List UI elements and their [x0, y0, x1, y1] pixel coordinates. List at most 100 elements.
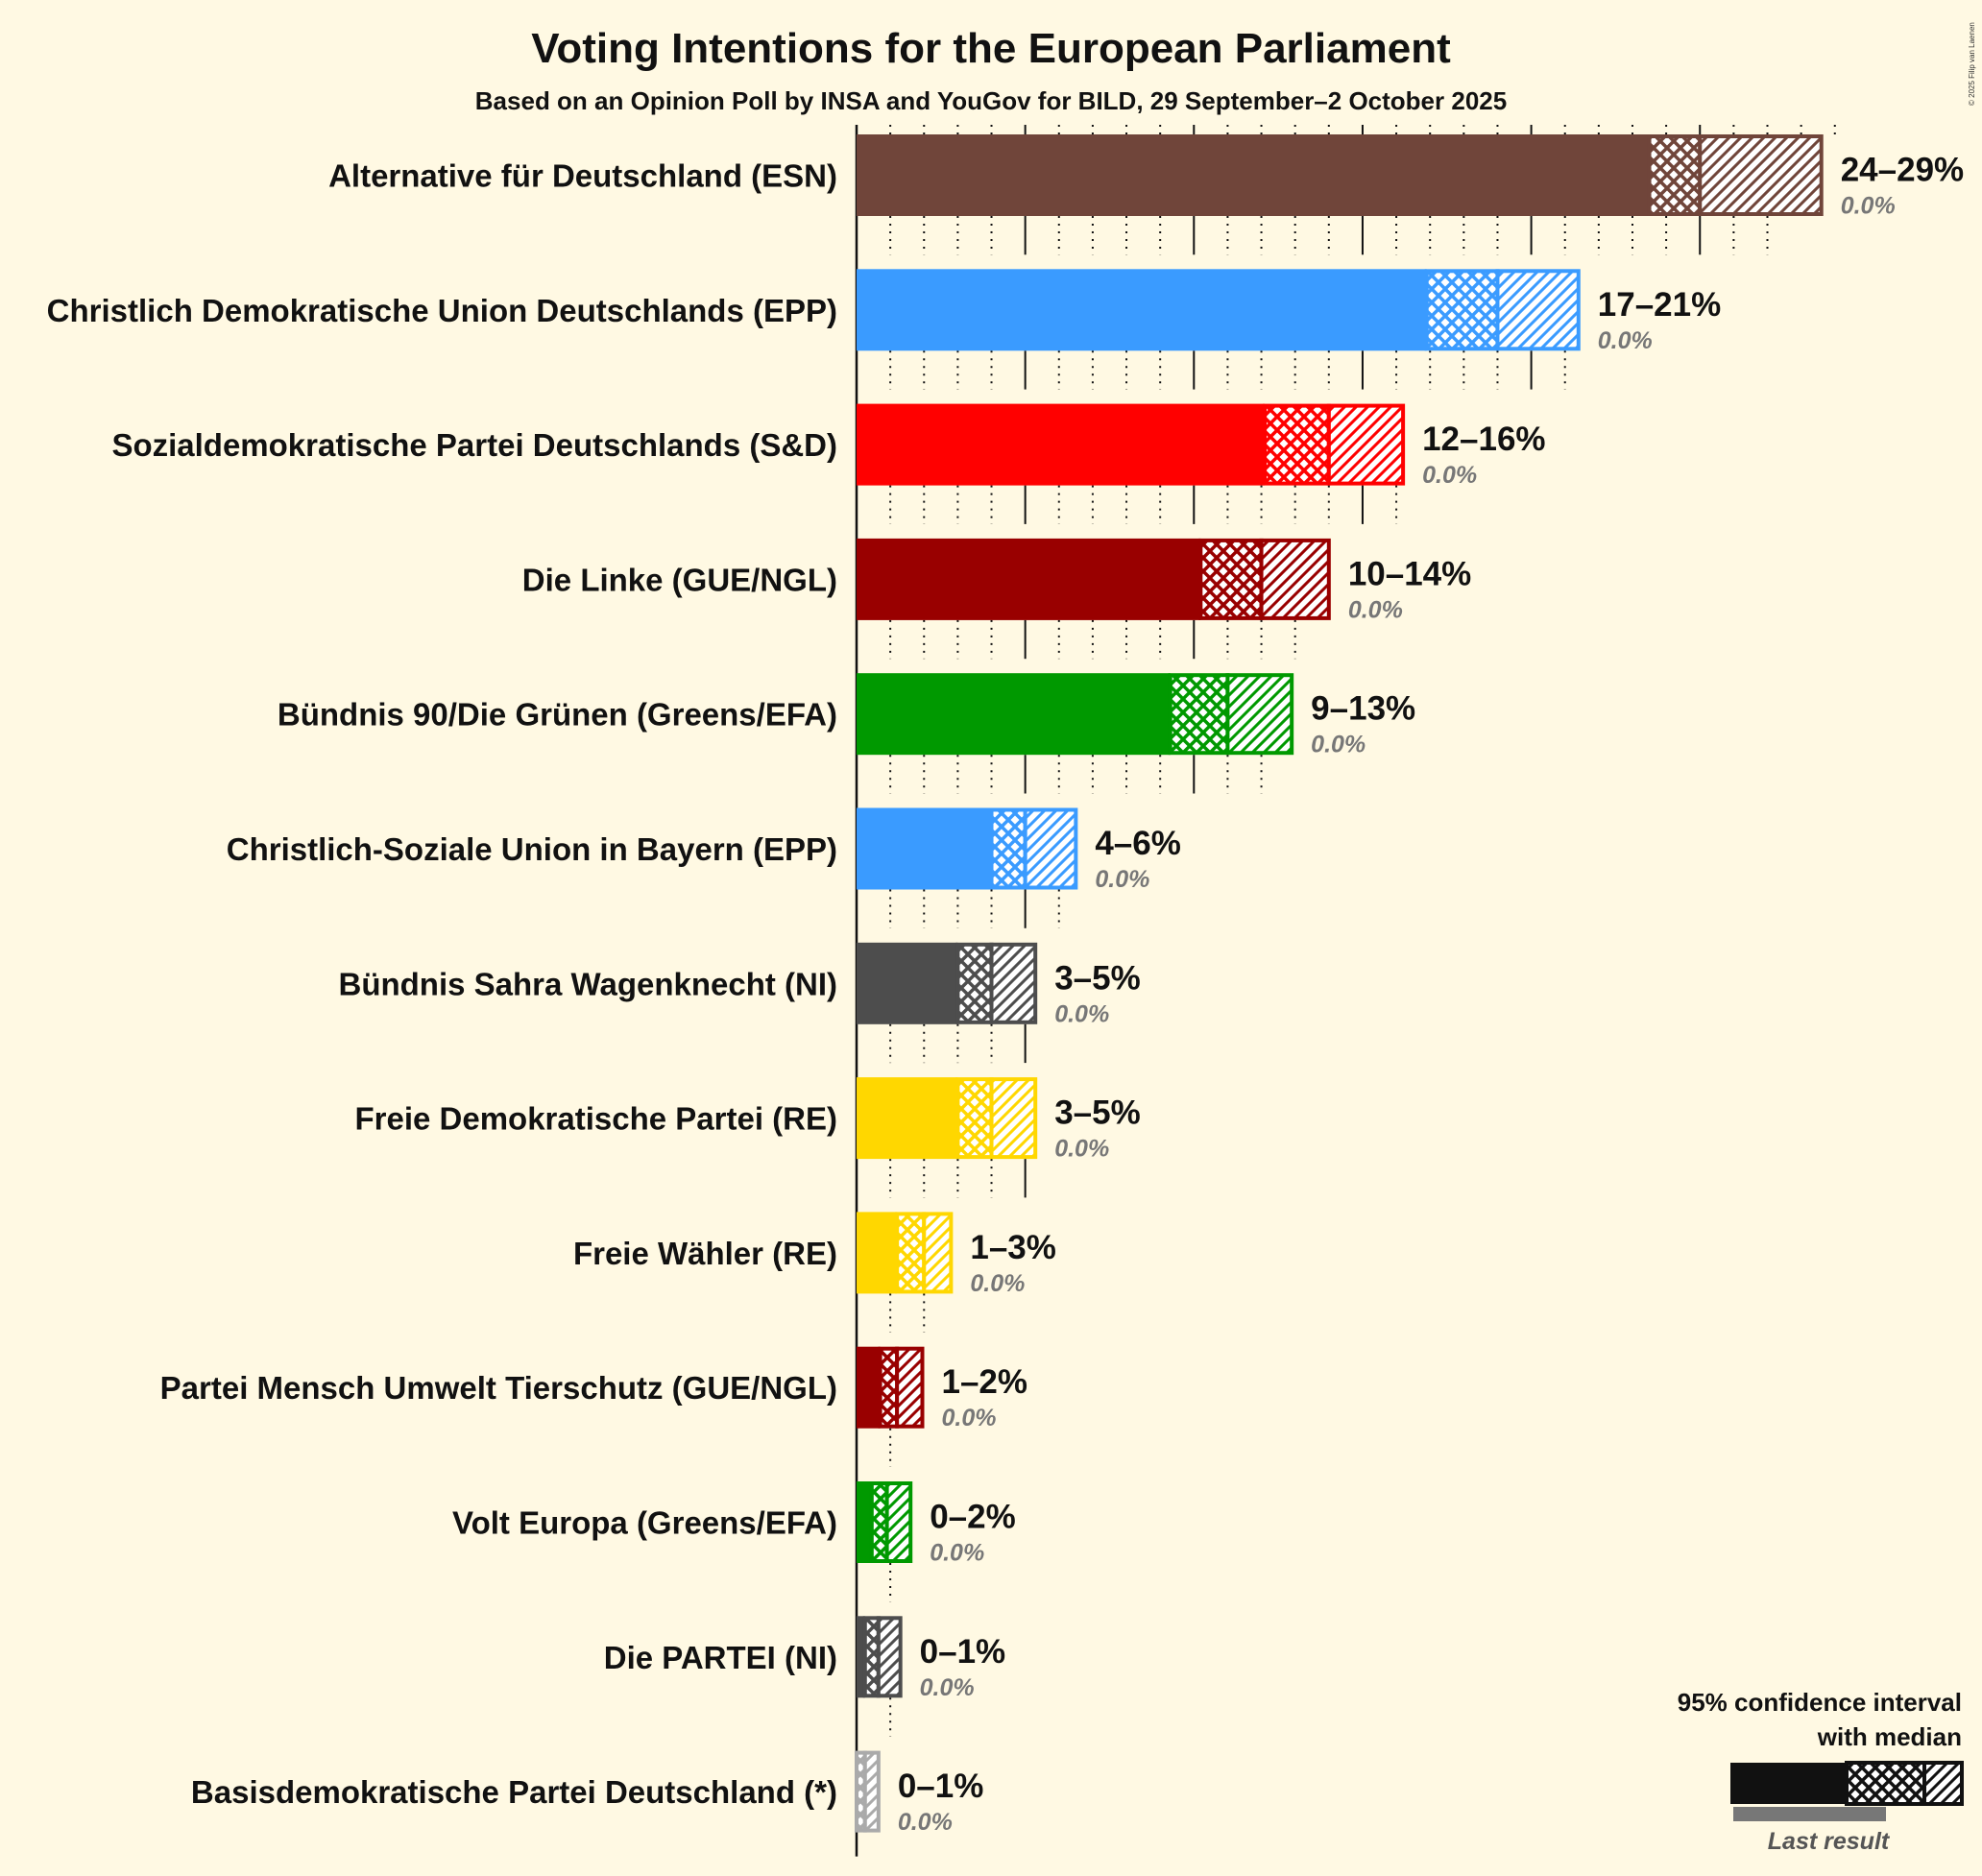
legend-last-result-swatch [1733, 1807, 1886, 1821]
bar-ci-median-to-upper [876, 1616, 903, 1698]
range-label: 12–16% [1422, 421, 1545, 458]
last-result-label: 0.0% [1054, 1000, 1109, 1027]
bar-ci-median-to-upper [989, 942, 1038, 1024]
range-label: 10–14% [1348, 555, 1471, 592]
party-row: Sozialdemokratische Partei Deutschlands … [111, 403, 1546, 489]
range-label: 9–13% [1311, 690, 1415, 728]
bar-ci-median-to-upper [1023, 807, 1078, 890]
bar-ci-lower-to-median [869, 1481, 889, 1563]
bar-ci-lower-to-median [862, 1616, 881, 1698]
last-result-label: 0.0% [1598, 327, 1653, 354]
party-label: Alternative für Deutschland (ESN) [328, 158, 837, 194]
bar-ci-median-to-upper [895, 1346, 925, 1429]
party-row: Bündnis 90/Die Grünen (Greens/EFA) 9–13% 0… [278, 673, 1415, 758]
bar-ci-median-to-upper [1225, 673, 1294, 756]
bar-lower-bound [857, 134, 1650, 216]
copyright-note: © 2025 Filip van Laenen [1968, 22, 1976, 106]
bar-ci-median-to-upper [862, 1750, 881, 1833]
bar-lower-bound [857, 942, 958, 1024]
legend-title-line2: with median [1817, 1722, 1962, 1751]
bar-lower-bound [857, 403, 1266, 486]
party-row: Christlich Demokratische Union Deutschla… [47, 269, 1721, 354]
party-label: Christlich-Soziale Union in Bayern (EPP) [227, 831, 837, 867]
bars-layer: Alternative für Deutschland (ESN) 24–29% 0… [47, 134, 1964, 1836]
party-row: Die PARTEI (NI) 0–1% 0.0% [604, 1616, 1005, 1701]
bar-lower-bound [857, 1077, 958, 1160]
range-label: 3–5% [1054, 1094, 1141, 1132]
party-label: Die Linke (GUE/NGL) [522, 562, 837, 597]
bar-ci-lower-to-median [955, 1077, 994, 1160]
last-result-label: 0.0% [1311, 732, 1366, 758]
last-result-label: 0.0% [1348, 596, 1403, 623]
party-row: Freie Demokratische Partei (RE) 3–5% 0.0% [354, 1077, 1141, 1163]
bar-ci-lower-to-median [955, 942, 994, 1024]
chart-title: Voting Intentions for the European Parli… [531, 25, 1451, 72]
chart-subtitle: Based on an Opinion Poll by INSA and You… [475, 86, 1507, 115]
bar-lower-bound [857, 269, 1427, 351]
bar-lower-bound [857, 673, 1171, 756]
party-label: Bündnis 90/Die Grünen (Greens/EFA) [278, 697, 837, 733]
bar-ci-lower-to-median [989, 807, 1027, 890]
range-label: 0–1% [898, 1768, 984, 1805]
legend-hatch-swatch [1922, 1761, 1964, 1806]
party-row: Bündnis Sahra Wagenknecht (NI) 3–5% 0.0% [339, 942, 1141, 1027]
bar-ci-median-to-upper [1495, 269, 1581, 351]
range-label: 1–2% [942, 1363, 1028, 1401]
party-row: Freie Wähler (RE) 1–3% 0.0% [573, 1212, 1056, 1297]
legend-solid-swatch [1730, 1763, 1847, 1804]
range-label: 1–3% [970, 1229, 1056, 1266]
party-label: Volt Europa (Greens/EFA) [452, 1505, 837, 1541]
bar-ci-lower-to-median [1647, 134, 1703, 216]
party-row: Alternative für Deutschland (ESN) 24–29% 0… [328, 134, 1964, 220]
legend-crosshatch-swatch [1845, 1761, 1926, 1806]
party-row: Basisdemokratische Partei Deutschland (*… [191, 1750, 984, 1836]
legend: 95% confidence interval with median Last… [1678, 1688, 1964, 1855]
bar-ci-lower-to-median [1263, 403, 1331, 486]
bar-ci-lower-to-median [895, 1212, 927, 1294]
bar-ci-median-to-upper [922, 1212, 954, 1294]
range-label: 3–5% [1054, 959, 1141, 997]
range-label: 24–29% [1841, 152, 1964, 189]
party-label: Bündnis Sahra Wagenknecht (NI) [339, 966, 838, 1001]
bar-ci-median-to-upper [989, 1077, 1038, 1160]
bar-lower-bound [857, 1212, 898, 1294]
range-label: 0–1% [920, 1633, 1006, 1671]
bar-ci-lower-to-median [1424, 269, 1500, 351]
party-label: Freie Demokratische Partei (RE) [354, 1101, 837, 1137]
bar-ci-lower-to-median [1168, 673, 1230, 756]
party-label: Partei Mensch Umwelt Tierschutz (GUE/NGL… [160, 1370, 837, 1406]
range-label: 17–21% [1598, 286, 1721, 324]
bar-ci-median-to-upper [1698, 134, 1824, 216]
bar-ci-lower-to-median [1198, 538, 1264, 620]
party-row: Die Linke (GUE/NGL) 10–14% 0.0% [522, 538, 1471, 623]
party-label: Sozialdemokratische Partei Deutschlands … [111, 427, 837, 463]
bar-lower-bound [857, 1481, 872, 1563]
bar-ci-median-to-upper [1326, 403, 1406, 486]
bar-lower-bound [857, 1616, 865, 1698]
bar-lower-bound [857, 538, 1201, 620]
last-result-label: 0.0% [942, 1405, 997, 1431]
party-row: Volt Europa (Greens/EFA) 0–2% 0.0% [452, 1481, 1016, 1567]
party-row: Partei Mensch Umwelt Tierschutz (GUE/NGL… [160, 1346, 1028, 1431]
last-result-label: 0.0% [930, 1540, 984, 1567]
last-result-label: 0.0% [1095, 866, 1149, 893]
bar-ci-lower-to-median [878, 1346, 900, 1429]
range-label: 4–6% [1095, 825, 1181, 862]
last-result-label: 0.0% [920, 1674, 975, 1701]
last-result-label: 0.0% [898, 1809, 953, 1836]
bar-lower-bound [857, 1346, 881, 1429]
party-row: Christlich-Soziale Union in Bayern (EPP)… [227, 807, 1181, 893]
bar-lower-bound [857, 807, 992, 890]
last-result-label: 0.0% [1054, 1136, 1109, 1163]
party-label: Freie Wähler (RE) [573, 1236, 837, 1271]
bar-ci-median-to-upper [884, 1481, 913, 1563]
legend-title-line1: 95% confidence interval [1678, 1688, 1962, 1717]
grid-layer [855, 125, 1836, 1857]
last-result-label: 0.0% [1841, 193, 1896, 220]
last-result-label: 0.0% [970, 1270, 1025, 1297]
party-label: Basisdemokratische Partei Deutschland (*… [191, 1774, 837, 1810]
range-label: 0–2% [930, 1499, 1016, 1536]
party-label: Christlich Demokratische Union Deutschla… [47, 293, 837, 328]
last-result-label: 0.0% [1422, 462, 1477, 489]
